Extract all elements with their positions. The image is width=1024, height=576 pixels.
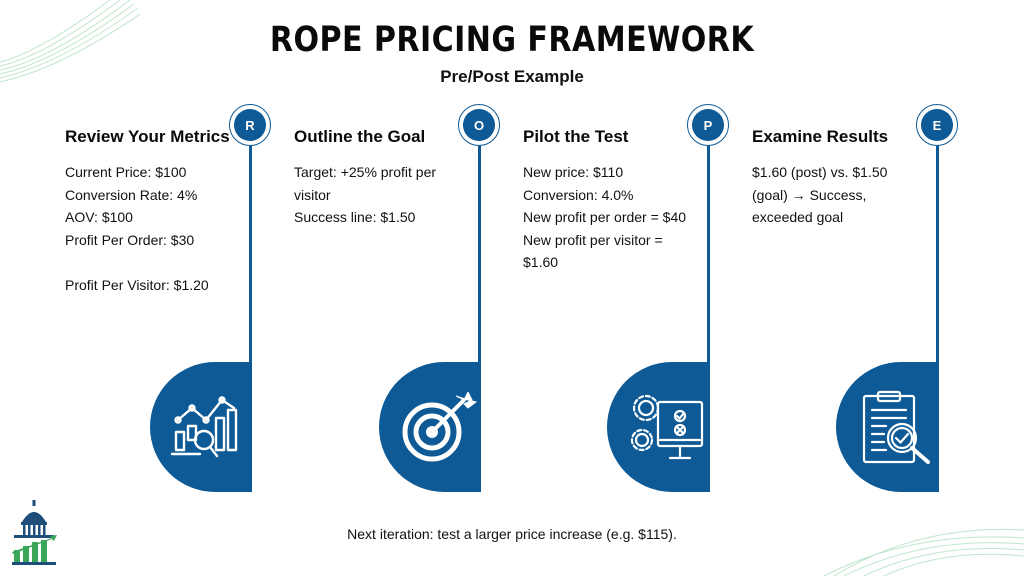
step-title: Pilot the Test	[523, 127, 629, 146]
step-details: $1.60 (post) vs. $1.50 (goal) → Success,…	[752, 161, 927, 229]
page-subtitle: Pre/Post Example	[440, 67, 584, 86]
step-outline: O Outline the Goal Target: +25% profit p…	[0, 0, 500, 576]
step-badge-letter: E	[921, 109, 953, 141]
target-icon	[402, 392, 478, 462]
step-connector-line	[249, 136, 252, 492]
step-connector-line	[707, 136, 710, 492]
step-badge: R	[229, 104, 271, 146]
step-connector-line	[478, 136, 481, 492]
detail-line: Target: +25% profit per	[294, 164, 437, 180]
step-details: Target: +25% profit per visitor Success …	[294, 161, 469, 229]
detail-line: visitor	[294, 186, 331, 203]
step-review: R Review Your Metrics Current Price: $10…	[0, 0, 271, 576]
monitor-gears-icon	[630, 394, 704, 460]
step-details: New price: $110 Conversion: 4.0% New pro…	[523, 161, 698, 274]
step-badge-letter: P	[692, 109, 724, 141]
step-title: Outline the Goal	[294, 127, 426, 146]
step-connector-line	[936, 136, 939, 492]
step-badge: O	[458, 104, 500, 146]
detail-line: Conversion: 4.0%	[523, 186, 634, 203]
step-title: Examine Results	[752, 127, 889, 146]
detail-line: AOV: $100	[65, 209, 133, 225]
detail-line: New profit per order = $40	[523, 209, 687, 225]
step-title: Review Your Metrics	[65, 127, 230, 146]
detail-line: Current Price: $100	[65, 164, 187, 180]
page-title: ROPE PRICING FRAMEWORK	[269, 20, 755, 60]
detail-line: $1.60	[523, 254, 559, 270]
footer-note: Next iteration: test a larger price incr…	[347, 526, 677, 542]
detail-line: exceeded goal	[752, 209, 844, 225]
step-badge-letter: O	[463, 109, 495, 141]
step-badge: P	[687, 104, 729, 146]
step-details: Current Price: $100 Conversion Rate: 4% …	[65, 161, 240, 296]
detail-line: Profit Per Visitor: $1.20	[65, 276, 209, 293]
step-examine: E Examine Results $1.60 (post) vs. $1.50…	[0, 0, 958, 576]
detail-line: $1.60 (post) vs. $1.50	[752, 164, 888, 180]
detail-line: New price: $110	[523, 164, 624, 180]
icon-panel	[836, 362, 938, 492]
step-badge-letter: R	[234, 109, 266, 141]
clipboard-check-icon	[862, 390, 930, 464]
detail-line: Conversion Rate: 4%	[65, 186, 198, 203]
step-badge: E	[916, 104, 958, 146]
detail-line: New profit per visitor =	[523, 231, 663, 248]
detail-line: Profit Per Order: $30	[65, 231, 195, 248]
detail-line: (goal) → Success,	[752, 186, 867, 203]
step-pilot: P Pilot the Test New price: $110 Convers…	[0, 0, 729, 576]
analytics-chart-icon	[170, 396, 238, 458]
detail-line: Success line: $1.50	[294, 209, 416, 225]
capitol-growth-logo	[12, 500, 57, 565]
